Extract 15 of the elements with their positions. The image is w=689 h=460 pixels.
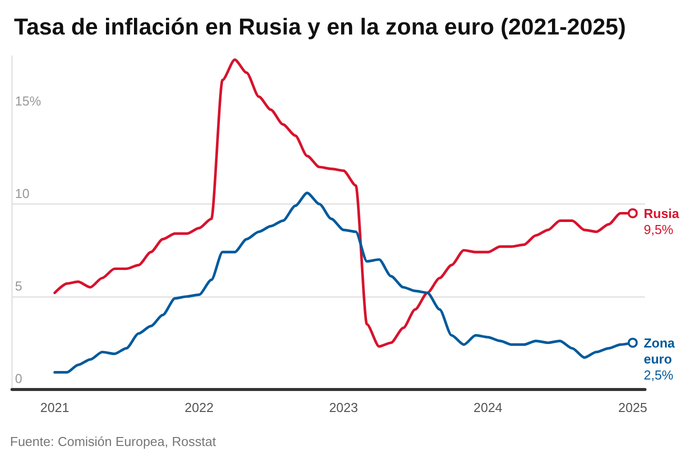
source-note: Fuente: Comisión Europea, Rosstat — [10, 434, 216, 449]
series-label: Rusia — [644, 206, 680, 221]
y-tick-label: 15% — [15, 94, 42, 108]
x-tick-label: 2021 — [40, 400, 70, 415]
data-label: 2,5% — [644, 367, 674, 382]
data-label: 9,5% — [644, 222, 674, 237]
x-tick-label: 2025 — [618, 400, 648, 415]
chart-title: Tasa de inflación en Rusia y en la zona euro (2021-2025) — [14, 14, 626, 40]
y-tick-label: 5 — [15, 278, 22, 294]
x-tick-label: 2022 — [184, 400, 214, 415]
y-tick-label: 0 — [15, 371, 22, 386]
x-tick-label: 2024 — [473, 400, 502, 415]
series-label: Zona euro — [644, 335, 676, 366]
x-tick-label: 2023 — [329, 400, 358, 415]
y-tick-label: 10 — [15, 186, 30, 201]
